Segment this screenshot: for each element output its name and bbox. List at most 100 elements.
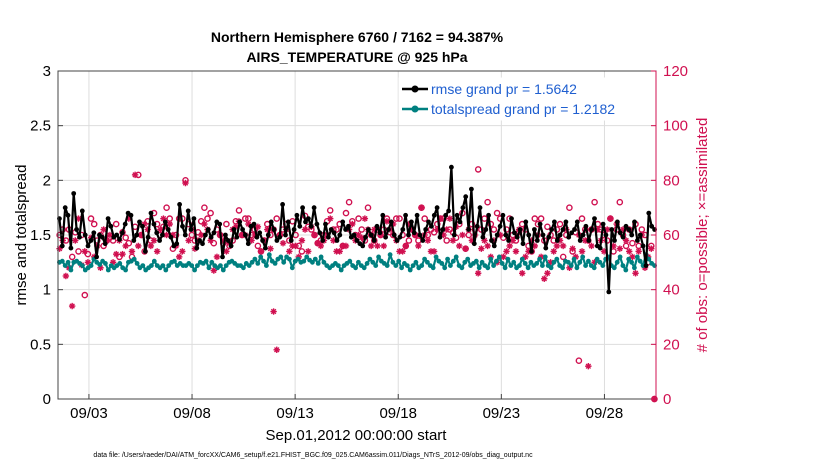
rmse-point [174,241,180,247]
rmse-point [308,223,314,229]
rmse-point [291,227,297,232]
rmse-point [554,238,560,243]
rmse-point [560,227,566,232]
obs-possible-point [87,215,95,222]
rmse-point [540,232,546,238]
rmse-point [334,238,340,243]
rmse-point [646,210,652,216]
x-tick-label: 09/18 [379,405,417,422]
y-tick-label-left: 1 [43,282,51,299]
rmse-point [197,238,203,243]
obs-assimilated-point [166,220,173,228]
rmse-point [586,238,592,243]
spread-point [218,263,223,268]
obs-assimilated-point [399,248,406,255]
obs-assimilated-point [100,226,107,233]
spread-point [614,259,620,265]
obs-possible-point [112,220,120,228]
spread-point [62,263,68,268]
rmse-point [137,219,142,225]
spread-point [583,263,588,268]
rmse-point [431,212,437,218]
rmse-point [180,223,185,229]
rmse-point [543,245,549,251]
spread-point [335,263,341,268]
spread-point [410,263,416,268]
obs-assimilated-point [182,179,189,187]
spread-point [565,259,571,265]
obs-assimilated-point [119,250,126,258]
obs-possible-point [68,253,76,261]
series-layer [57,164,657,295]
y-tick-label-right: 80 [663,172,680,189]
obs-possible-point [333,226,340,233]
chart-title-line2: AIRS_TEMPERATURE @ 925 hPa [246,49,467,65]
rmse-point [277,234,283,240]
rmse-point [552,219,557,225]
x-tick-label: 09/28 [586,405,624,422]
y-axis-label-left: rmse and totalspread [13,165,30,306]
rmse-point [128,212,134,218]
spread-point [105,267,111,273]
rmse-point [380,212,386,218]
rmse-point [68,245,74,251]
spread-point [525,265,531,271]
obs-possible-point [241,215,249,222]
rmse-point [397,234,403,240]
spread-point [252,256,258,262]
spread-point [117,261,123,266]
rmse-point [240,227,246,232]
rmse-point [346,223,351,229]
rmse-point [466,227,471,232]
obs-possible-point [484,198,491,206]
spread-point [289,265,295,271]
spread-point [310,259,315,265]
spread-point [499,261,505,266]
rmse-point [283,232,288,238]
rmse-point [603,232,609,238]
rmse-point [337,232,343,238]
y-tick-label-left: 2.5 [30,118,51,135]
spread-point [450,258,456,264]
spread-point [258,254,264,260]
obs-possible-point [493,209,501,217]
obs-assimilated-point [311,231,318,239]
spread-point [433,254,439,260]
obs-possible-point [223,220,230,228]
legend-rmse-marker [411,85,419,93]
rmse-point [635,238,640,243]
obs-assimilated-point [519,270,526,277]
rmse-point [88,238,94,243]
spread-point [571,256,577,262]
rmse-point [394,238,400,243]
rmse-point [323,221,328,227]
rmse-point [403,212,408,218]
spread-point [370,259,376,265]
obs-possible-point [575,357,583,365]
rmse-point [629,232,635,238]
rmse-point [615,219,620,225]
spread-point [249,259,255,265]
rmse-point [331,230,337,236]
rmse-point [79,208,85,214]
rmse-point [406,232,411,238]
obs-possible-point [75,248,82,255]
spread-point [88,263,94,268]
rmse-point [99,234,105,240]
rmse-point [497,223,503,229]
rmse-point [328,227,334,232]
rmse-point [94,254,99,260]
rmse-point [529,249,534,254]
obs-assimilated-point [185,237,192,244]
x-tick-label: 09/08 [173,405,211,422]
y-tick-label-left: 0 [43,391,51,408]
rmse-point [237,219,243,225]
spread-point [266,252,272,258]
obs-assimilated-point [62,272,70,280]
spread-point [295,256,301,262]
obs-possible-point [122,234,129,241]
obs-possible-point [298,248,306,255]
rmse-point [512,230,517,236]
obs-assimilated-point [286,248,293,255]
obs-assimilated-point [632,270,639,277]
